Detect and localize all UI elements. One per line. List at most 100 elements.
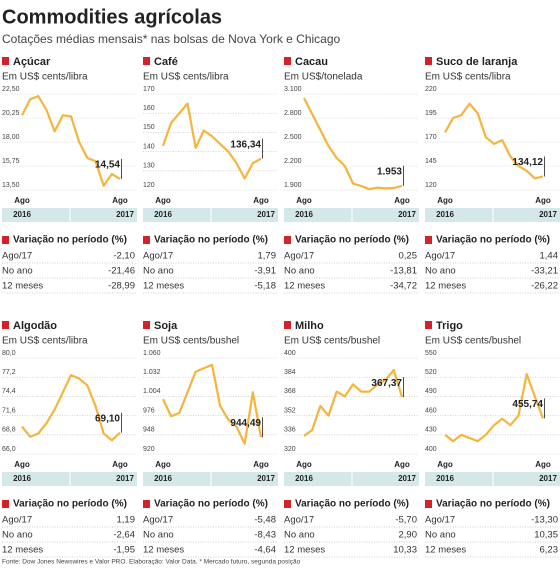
y-tick-label: 1.004 [143,388,161,395]
y-tick-label: 1.060 [143,350,161,357]
unit-label: Em US$ cents/bushel [143,336,239,347]
value-label: 367,37 [371,378,402,389]
price-line [444,102,544,180]
price-line [21,95,121,187]
year-label: 2016 [436,210,454,219]
y-tick-label: 920 [143,446,155,453]
year-label: 2016 [154,474,172,483]
y-tick-label: 490 [425,388,437,395]
page-title: Commodities agrícolas [2,6,222,28]
table-title: Variação no período (%) [154,499,268,510]
table-title: Variação no período (%) [154,235,268,246]
row-label: 12 meses [143,281,184,292]
table-title: Variação no período (%) [295,235,409,246]
row-value: -26,22 [531,281,558,292]
value-label: 944,49 [230,418,261,429]
y-tick-label: 195 [425,110,437,117]
value-label: 134,12 [512,157,543,168]
row-value: 0,25 [399,251,418,262]
row-value: 6,23 [540,545,559,556]
row-value: 1,44 [540,251,559,262]
row-label: Ago/17 [2,515,32,526]
row-value: -5,48 [254,515,276,526]
y-tick-label: 145 [425,158,437,165]
unit-label: Em US$ cents/libra [425,72,511,83]
year-label: 2016 [13,210,31,219]
panel-title: Suco de laranja [436,56,518,68]
row-label: Ago/17 [143,251,173,262]
price-line [303,368,404,437]
row-label: Ago/17 [425,515,455,526]
row-label: No ano [2,266,33,277]
row-label: No ano [143,530,174,541]
row-value: -33,21 [531,266,558,277]
panel-title: Açúcar [13,56,51,68]
year-label: 2017 [116,474,134,483]
price-line [444,372,545,443]
row-value: -8,43 [254,530,276,541]
value-label: 455,74 [512,399,543,410]
y-tick-label: 22,50 [2,86,20,93]
x-tick-label: Ago [535,460,551,469]
y-tick-label: 460 [425,407,437,414]
y-tick-label: 170 [425,134,437,141]
price-line [21,374,121,442]
table-title: Variação no período (%) [436,499,550,510]
title-marker [425,321,432,329]
y-tick-label: 120 [425,182,437,189]
y-tick-label: 368 [284,388,296,395]
panel-title: Soja [154,320,178,332]
y-tick-label: 948 [143,427,155,434]
unit-label: Em US$ cents/libra [2,336,88,347]
title-marker [2,321,9,329]
y-tick-label: 336 [284,427,296,434]
table-title: Variação no período (%) [436,235,550,246]
row-label: Ago/17 [284,515,314,526]
y-tick-label: 74,4 [2,388,16,395]
title-marker [284,236,291,244]
y-tick-label: 384 [284,369,296,376]
y-tick-label: 160 [143,105,155,112]
y-tick-label: 120 [143,182,155,189]
row-label: 12 meses [284,281,325,292]
y-tick-label: 13,50 [2,182,20,189]
row-value: 1,19 [117,515,136,526]
page-subtitle: Cotações médias mensais* nas bolsas de N… [2,32,341,46]
panel-title: Algodão [13,320,57,332]
x-tick-label: Ago [437,196,453,205]
y-tick-label: 2.200 [284,158,302,165]
unit-label: Em US$/tonelada [284,72,363,83]
row-label: Ago/17 [284,251,314,262]
row-label: Ago/17 [2,251,32,262]
value-label: 1.953 [377,166,402,177]
table-title: Variação no período (%) [295,499,409,510]
year-label: 2016 [295,474,313,483]
row-value: 2,90 [399,530,418,541]
x-tick-label: Ago [155,460,171,469]
title-marker [2,500,9,508]
x-tick-label: Ago [535,196,551,205]
y-tick-label: 77,2 [2,369,16,376]
row-value: -5,18 [254,281,276,292]
row-label: Ago/17 [143,515,173,526]
x-tick-label: Ago [155,196,171,205]
year-label: 2017 [539,474,557,483]
row-value: -13,30 [531,515,558,526]
y-tick-label: 352 [284,407,296,414]
y-tick-label: 15,75 [2,158,20,165]
year-label: 2017 [398,474,416,483]
row-label: No ano [425,266,456,277]
row-value: -13,81 [390,266,417,277]
title-marker [425,57,432,65]
row-value: -4,64 [254,545,276,556]
y-tick-label: 150 [143,124,155,131]
title-marker [143,321,150,329]
row-value: -1,95 [113,545,135,556]
unit-label: Em US$ cents/libra [143,72,229,83]
x-tick-label: Ago [296,460,312,469]
x-tick-label: Ago [14,460,30,469]
y-tick-label: 2.500 [284,134,302,141]
row-label: 12 meses [284,545,325,556]
y-tick-label: 140 [143,143,155,150]
